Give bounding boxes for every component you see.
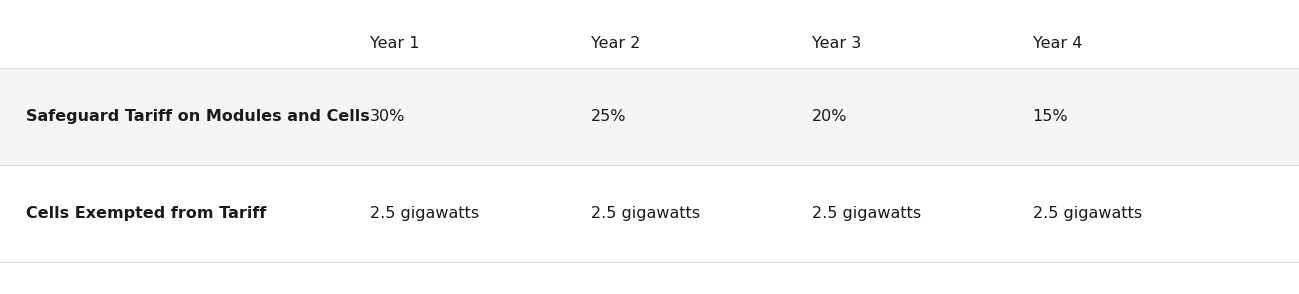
Text: 2.5 gigawatts: 2.5 gigawatts (812, 206, 921, 221)
Text: Cells Exempted from Tariff: Cells Exempted from Tariff (26, 206, 266, 221)
Text: Year 1: Year 1 (370, 36, 420, 51)
Text: 15%: 15% (1033, 108, 1068, 124)
Text: 2.5 gigawatts: 2.5 gigawatts (591, 206, 700, 221)
Bar (0, 68, 1299, 165)
Text: 30%: 30% (370, 108, 405, 124)
Bar (0, 15, 1299, 68)
Text: Safeguard Tariff on Modules and Cells: Safeguard Tariff on Modules and Cells (26, 108, 370, 124)
Text: 2.5 gigawatts: 2.5 gigawatts (370, 206, 479, 221)
Text: 25%: 25% (591, 108, 626, 124)
Text: Year 3: Year 3 (812, 36, 861, 51)
Text: Year 2: Year 2 (591, 36, 640, 51)
Text: 2.5 gigawatts: 2.5 gigawatts (1033, 206, 1142, 221)
Text: 20%: 20% (812, 108, 847, 124)
Bar (0, 165, 1299, 262)
Text: Year 4: Year 4 (1033, 36, 1082, 51)
